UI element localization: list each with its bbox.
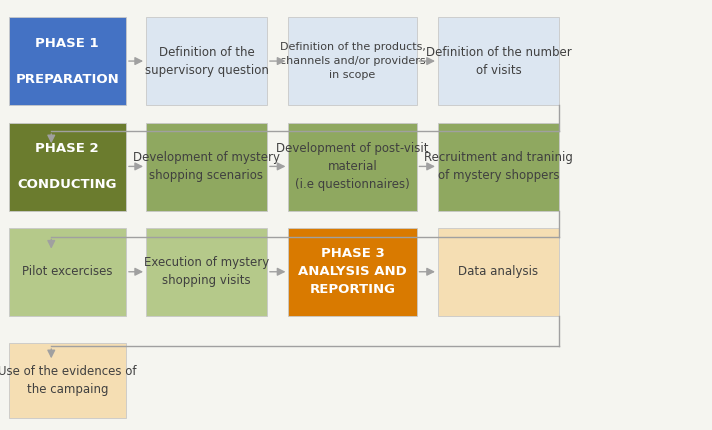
- FancyBboxPatch shape: [9, 123, 126, 211]
- FancyBboxPatch shape: [9, 17, 126, 105]
- FancyBboxPatch shape: [288, 228, 417, 316]
- Text: Development of mystery
shopping scenarios: Development of mystery shopping scenario…: [133, 151, 280, 182]
- FancyBboxPatch shape: [438, 17, 559, 105]
- Text: Data analysis: Data analysis: [459, 265, 538, 279]
- Text: Use of the evidences of
the campaing: Use of the evidences of the campaing: [0, 365, 137, 396]
- Text: Recruitment and traninig
of mystery shoppers: Recruitment and traninig of mystery shop…: [424, 151, 573, 182]
- FancyBboxPatch shape: [146, 17, 267, 105]
- FancyBboxPatch shape: [288, 17, 417, 105]
- Text: Definition of the
supervisory question: Definition of the supervisory question: [145, 46, 268, 77]
- FancyBboxPatch shape: [9, 343, 126, 418]
- Text: Pilot excercises: Pilot excercises: [22, 265, 112, 279]
- FancyBboxPatch shape: [438, 123, 559, 211]
- FancyBboxPatch shape: [438, 228, 559, 316]
- Text: PHASE 1

PREPARATION: PHASE 1 PREPARATION: [16, 37, 119, 86]
- Text: Definition of the number
of visits: Definition of the number of visits: [426, 46, 571, 77]
- FancyBboxPatch shape: [9, 228, 126, 316]
- Text: PHASE 3
ANALYSIS AND
REPORTING: PHASE 3 ANALYSIS AND REPORTING: [298, 248, 407, 296]
- FancyBboxPatch shape: [146, 123, 267, 211]
- FancyBboxPatch shape: [146, 228, 267, 316]
- FancyBboxPatch shape: [288, 123, 417, 211]
- Text: Development of post-visit
material
(i.e questionnaires): Development of post-visit material (i.e …: [276, 142, 429, 191]
- Text: Definition of the products,
channels and/or providers
in scope: Definition of the products, channels and…: [280, 42, 425, 80]
- Text: Execution of mystery
shopping visits: Execution of mystery shopping visits: [144, 256, 269, 288]
- Text: PHASE 2

CONDUCTING: PHASE 2 CONDUCTING: [18, 142, 117, 191]
